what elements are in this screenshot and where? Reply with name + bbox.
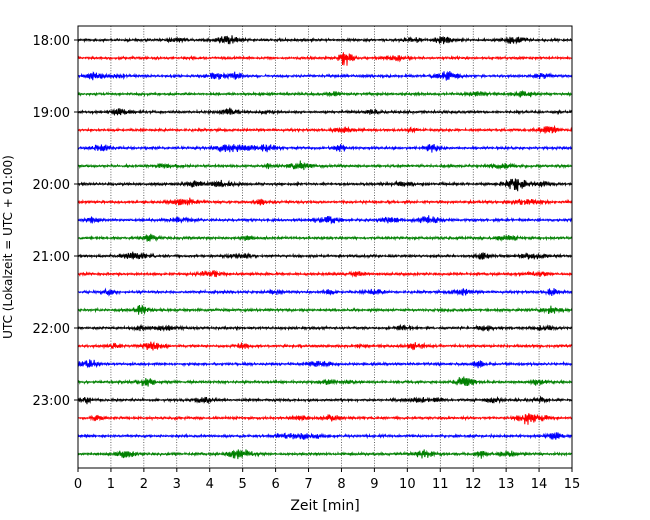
y-tick-label: 23:00 [33,394,70,409]
trace-1815 [77,52,573,66]
y-tick-label: 20:00 [33,178,70,193]
seismic-traces [77,35,573,460]
trace-2230 [77,359,573,369]
x-tick-label: 13 [498,477,515,492]
x-tick-label: 6 [271,477,279,492]
x-tick-label: 5 [239,477,247,492]
trace-2315 [77,413,573,425]
trace-1930 [77,144,573,153]
y-tick-label: 22:00 [33,322,70,337]
x-tick-label: 12 [465,477,482,492]
trace-2130 [77,287,573,297]
plot-frame [77,25,573,469]
trace-2245 [77,376,573,387]
trace-2100 [77,251,573,261]
x-tick-label: 11 [432,477,449,492]
trace-2045 [77,233,573,242]
x-tick-label: 9 [370,477,378,492]
y-tick-label: 21:00 [33,250,70,265]
trace-1900 [77,107,573,117]
trace-2030 [77,215,573,225]
trace-2345 [77,449,573,460]
trace-2330 [77,432,573,440]
x-tick-label: 14 [531,477,548,492]
vertical-grid [110,26,540,468]
x-tick-label: 8 [337,477,345,492]
trace-2300 [77,395,573,405]
trace-1845 [77,89,573,98]
x-axis-ticks: 0 1 2 3 4 5 6 7 8 9 10 11 12 13 14 15 [74,468,580,492]
x-tick-label: 4 [206,477,214,492]
trace-1915 [77,124,573,134]
x-tick-label: 1 [107,477,115,492]
x-tick-label: 2 [140,477,148,492]
trace-1800 [77,35,573,45]
trace-2145 [77,304,573,315]
x-axis-label: Zeit [min] [290,498,359,514]
trace-1945 [77,160,573,171]
x-tick-label: 10 [399,477,416,492]
trace-1830 [77,70,573,81]
y-tick-label: 18:00 [33,34,70,49]
y-axis-label: UTC (Lokalzeit = UTC + 01:00) [1,155,15,339]
x-tick-label: 0 [74,477,82,492]
x-tick-label: 3 [173,477,181,492]
y-axis-ticks: 18:00 19:00 20:00 21:00 22:00 23:00 [33,34,78,409]
x-tick-label: 7 [304,477,312,492]
trace-2000 [77,178,573,192]
trace-2200 [77,323,573,333]
trace-2015 [77,197,573,206]
y-tick-label: 19:00 [33,106,70,121]
trace-2215 [77,341,573,351]
x-tick-label: 15 [564,477,581,492]
trace-2115 [77,270,573,278]
